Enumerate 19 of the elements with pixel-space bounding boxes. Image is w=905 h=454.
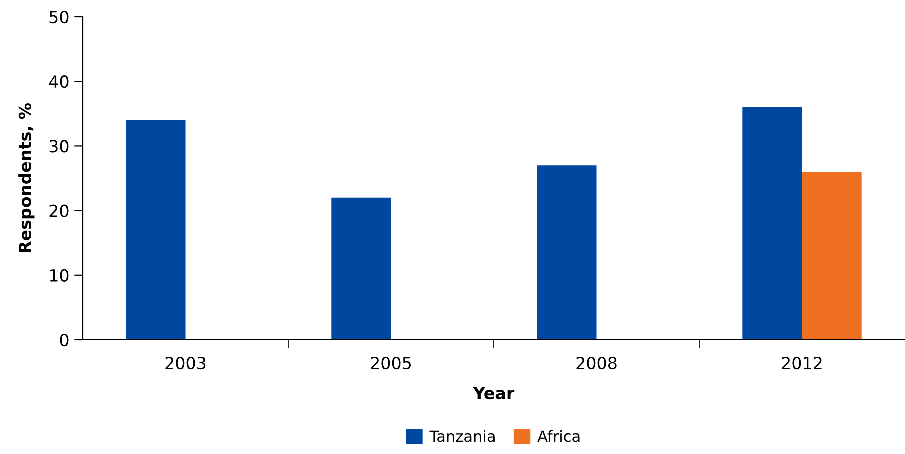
bar	[332, 198, 392, 340]
legend-label: Africa	[538, 430, 580, 442]
y-tick-label: 20	[50, 204, 69, 218]
y-axis-title: Respondents, %	[18, 103, 35, 253]
bar	[537, 166, 597, 340]
x-tick-label: 2003	[166, 356, 206, 370]
y-tick-label: 0	[60, 334, 69, 347]
bar	[126, 120, 186, 340]
y-tick-label: 30	[50, 140, 69, 153]
y-tick-label: 40	[49, 76, 69, 88]
x-tick-label: 2012	[782, 356, 822, 370]
x-axis-title: Year	[473, 387, 515, 400]
bar	[802, 172, 862, 340]
y-tick-label: 50	[50, 10, 69, 24]
legend-label: Tanzania	[430, 430, 495, 442]
x-tick-label: 2008	[576, 356, 617, 370]
x-tick-label: 2005	[371, 356, 411, 370]
bar	[742, 107, 802, 340]
y-tick-label: 10	[50, 269, 69, 282]
